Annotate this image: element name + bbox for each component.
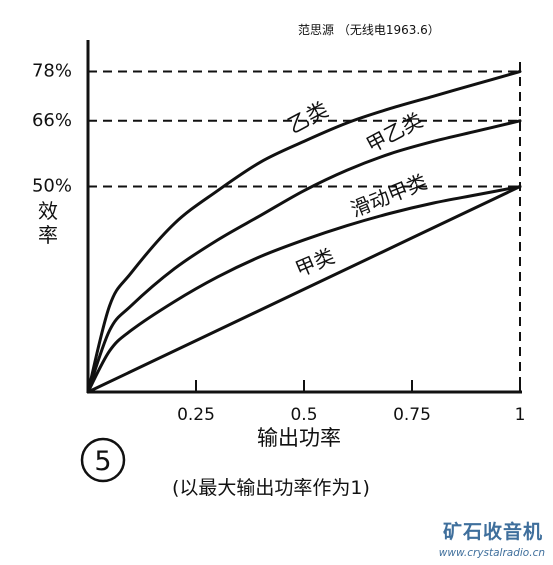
series-line-1 [86, 119, 522, 394]
watermark-name: 矿石收音机 [443, 520, 543, 543]
x-tick-label-0: 0.25 [177, 405, 215, 425]
figure-number-circle [80, 437, 126, 483]
series-line-0 [86, 70, 522, 394]
watermark-url: www.crystalradio.cn [439, 547, 545, 559]
y-tick-label-2: 78% [32, 61, 72, 82]
figure-number-badge: 5 [80, 437, 126, 483]
series-line-2 [86, 185, 522, 394]
x-tick-label-2: 0.75 [393, 405, 431, 425]
x-axis-label: 输出功率 [257, 426, 341, 450]
y-ticks: 50% 66% 78% [32, 61, 72, 197]
y-tick-label-0: 50% [32, 176, 72, 197]
figure-number: 5 [94, 446, 111, 477]
reference-lines [88, 70, 520, 188]
y-tick-label-1: 66% [32, 110, 72, 131]
x-tick-label-1: 0.5 [290, 405, 317, 425]
series-line-3 [86, 185, 522, 394]
series-lines [86, 70, 522, 394]
watermark: 矿石收音机 www.crystalradio.cn [439, 520, 545, 559]
source-caption: 范思源 （无线电1963.6） [298, 23, 440, 37]
x-ticks: 0.25 0.5 0.75 1 [177, 380, 525, 425]
y-axis-label: 效率 [38, 199, 58, 247]
x-tick-label-3: 1 [515, 405, 526, 425]
footnote: (以最大输出功率作为1) [172, 477, 370, 499]
